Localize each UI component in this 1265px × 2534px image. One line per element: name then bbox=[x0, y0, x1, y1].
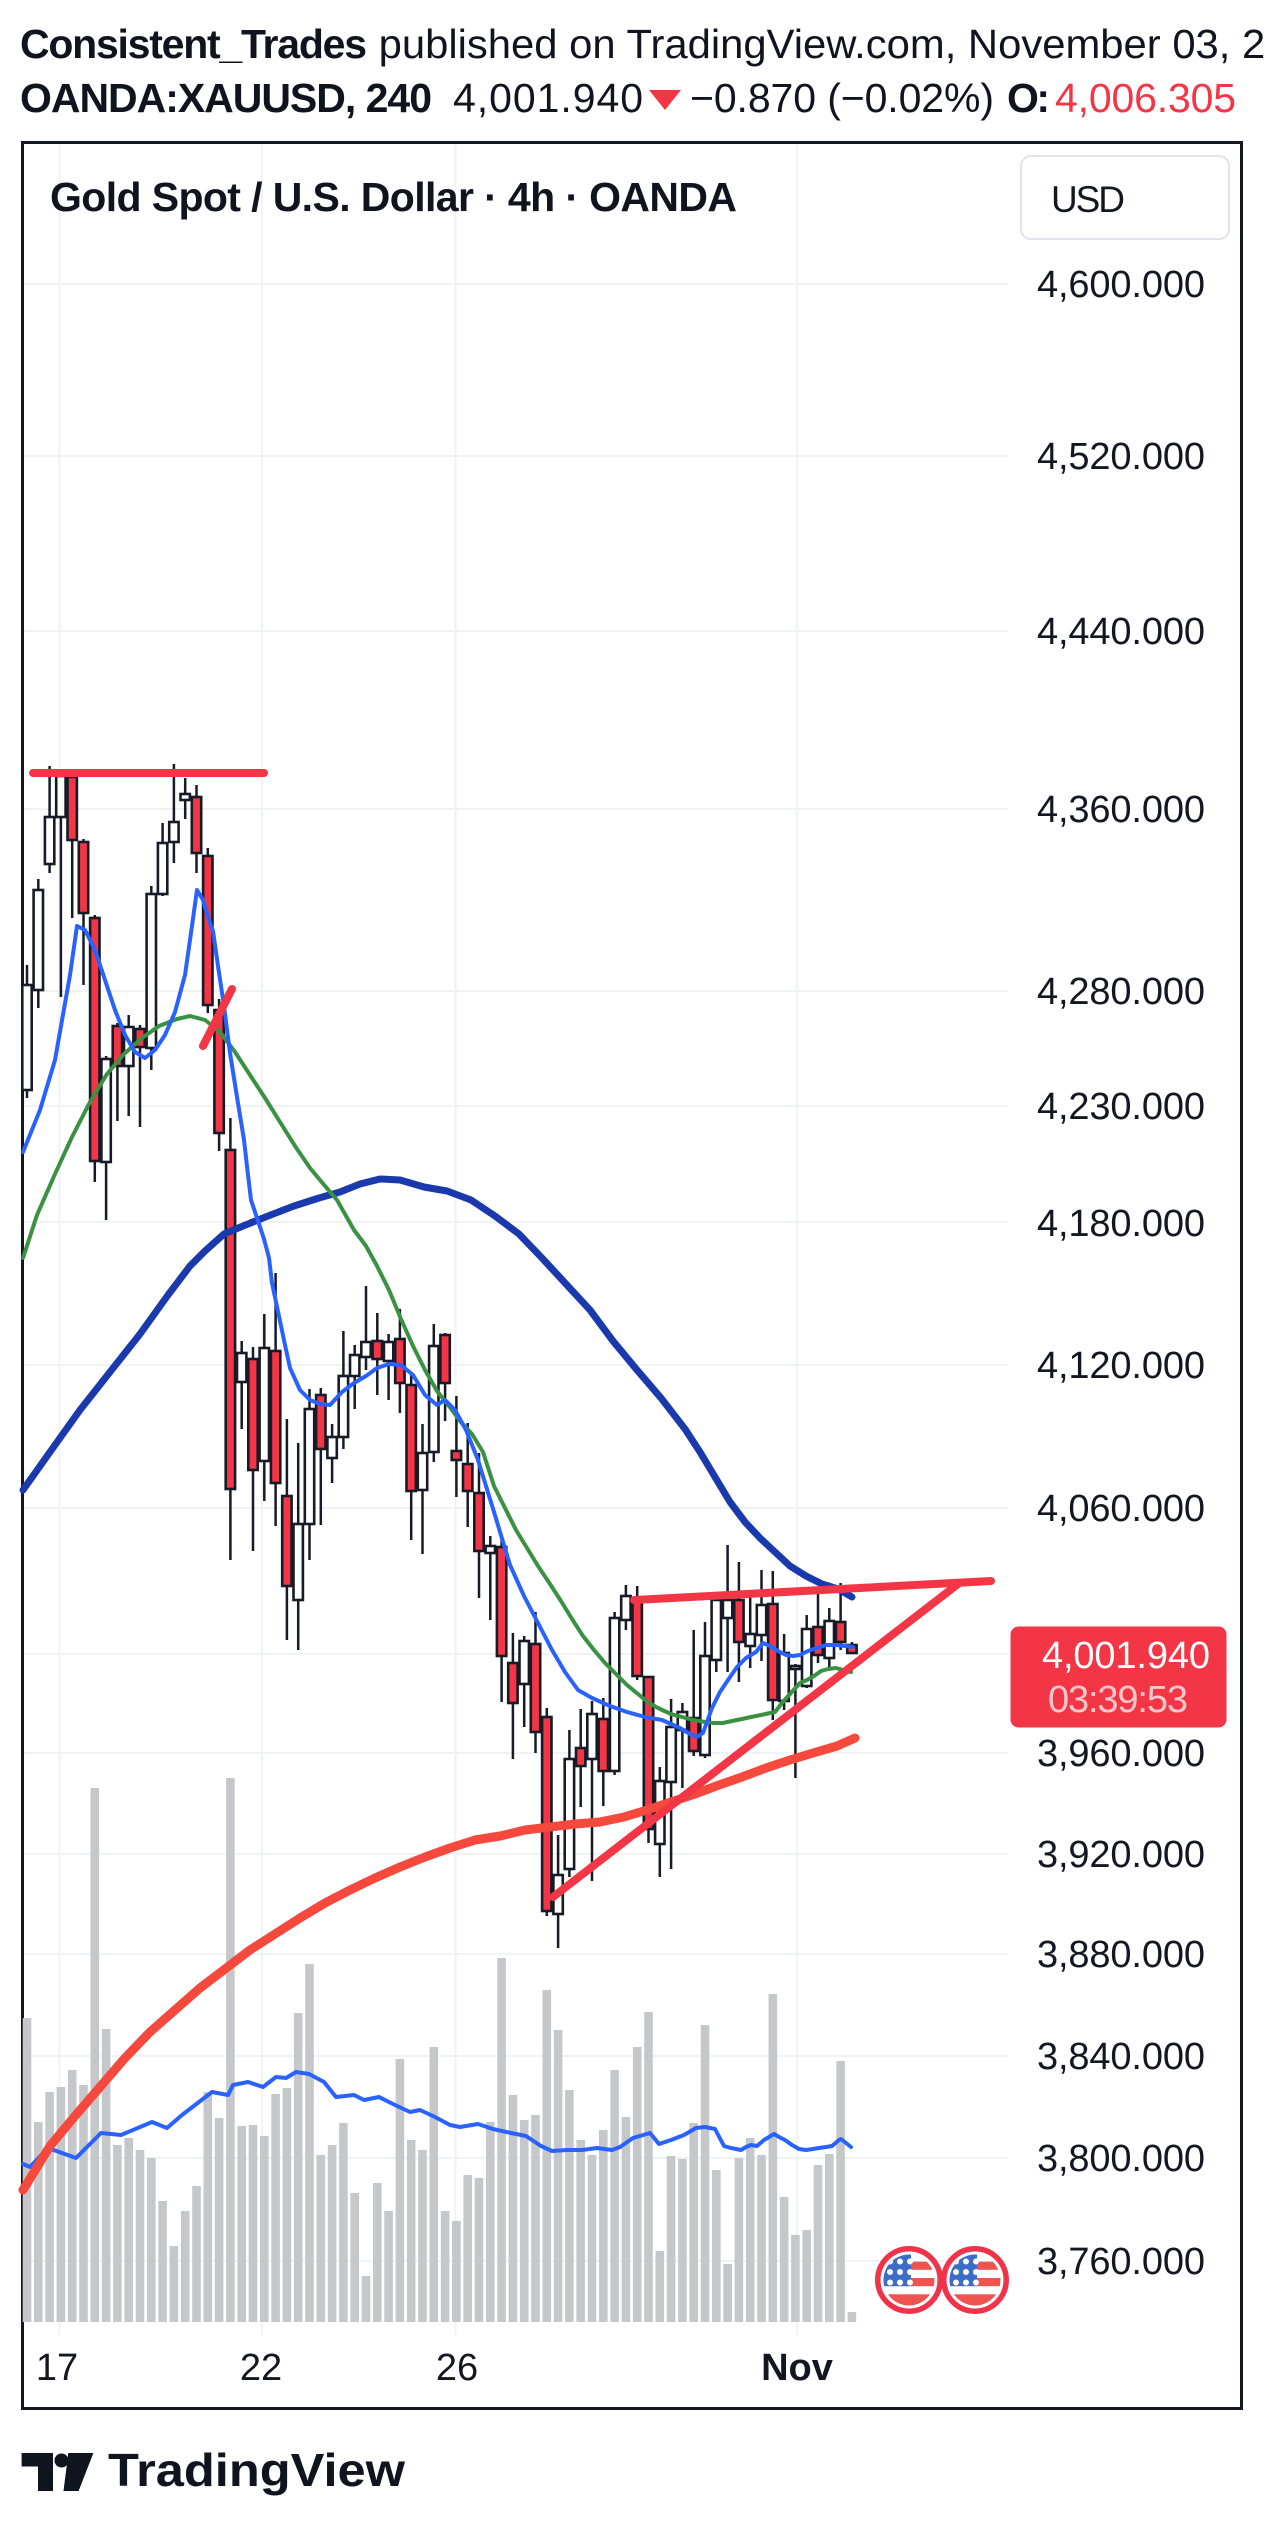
svg-text:4,440.000: 4,440.000 bbox=[1037, 611, 1205, 653]
svg-text:4,520.000: 4,520.000 bbox=[1037, 436, 1205, 478]
svg-text:published on TradingView.com,: published on TradingView.com, November 0… bbox=[367, 21, 1265, 67]
svg-text:4,360.000: 4,360.000 bbox=[1037, 789, 1205, 831]
svg-text:4,006.305: 4,006.305 bbox=[1055, 75, 1236, 121]
svg-text:O:: O: bbox=[1007, 75, 1050, 121]
svg-text:03:39:53: 03:39:53 bbox=[1048, 1679, 1188, 1721]
svg-text:22: 22 bbox=[240, 2347, 282, 2389]
svg-text:3,920.000: 3,920.000 bbox=[1037, 1834, 1205, 1876]
svg-text:4,001.940: 4,001.940 bbox=[1042, 1635, 1210, 1677]
svg-text:Nov: Nov bbox=[761, 2347, 833, 2389]
svg-text:3,760.000: 3,760.000 bbox=[1037, 2241, 1205, 2283]
svg-text:OANDA:XAUUSD, 240: OANDA:XAUUSD, 240 bbox=[20, 75, 432, 121]
svg-text:3,840.000: 3,840.000 bbox=[1037, 2036, 1205, 2078]
svg-text:3,880.000: 3,880.000 bbox=[1037, 1934, 1205, 1976]
svg-text:TradingView: TradingView bbox=[108, 2444, 405, 2496]
svg-text:17: 17 bbox=[36, 2347, 78, 2389]
svg-text:4,060.000: 4,060.000 bbox=[1037, 1488, 1205, 1530]
svg-text:4,230.000: 4,230.000 bbox=[1037, 1086, 1205, 1128]
svg-text:3,800.000: 3,800.000 bbox=[1037, 2138, 1205, 2180]
svg-text:26: 26 bbox=[436, 2347, 478, 2389]
svg-text:Gold Spot / U.S. Dollar · 4h ·: Gold Spot / U.S. Dollar · 4h · OANDA bbox=[50, 174, 737, 220]
svg-text:4,600.000: 4,600.000 bbox=[1037, 264, 1205, 306]
svg-text:4,120.000: 4,120.000 bbox=[1037, 1345, 1205, 1387]
svg-text:4,180.000: 4,180.000 bbox=[1037, 1203, 1205, 1245]
svg-text:−0.870 (−0.02%): −0.870 (−0.02%) bbox=[690, 75, 994, 121]
svg-text:4,280.000: 4,280.000 bbox=[1037, 971, 1205, 1013]
svg-text:Consistent_Trades: Consistent_Trades bbox=[20, 21, 367, 67]
svg-text:USD: USD bbox=[1051, 179, 1125, 220]
svg-text:3,960.000: 3,960.000 bbox=[1037, 1733, 1205, 1775]
svg-text:4,001.940: 4,001.940 bbox=[453, 75, 643, 121]
